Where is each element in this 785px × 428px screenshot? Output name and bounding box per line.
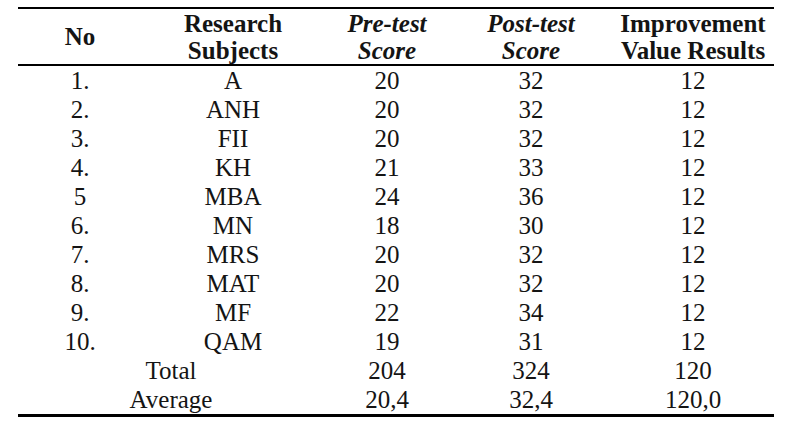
table-row: 9. MF 22 34 12 [18,298,774,327]
table-row: 7. MRS 20 32 12 [18,240,774,269]
cell-pre-test: 21 [324,153,450,182]
cell-post-test: 32 [450,95,612,124]
cell-subject: MAT [142,269,324,298]
column-header-no: No [18,8,142,65]
cell-no: 10. [18,327,142,356]
table-row: 2. ANH 20 32 12 [18,95,774,124]
cell-post-test: 34 [450,298,612,327]
cell-no: 6. [18,211,142,240]
table-row: 10. QAM 19 31 12 [18,327,774,356]
column-header-improvement: Improvement Value Results [612,8,774,65]
column-header-post-test-line1: Post-test [450,10,612,37]
cell-pre-test: 20 [324,95,450,124]
cell-no: 3. [18,124,142,153]
table-row: 6. MN 18 30 12 [18,211,774,240]
cell-post-test: 33 [450,153,612,182]
column-header-improvement-line1: Improvement [612,10,774,37]
cell-subject: MN [142,211,324,240]
cell-pre-test: 19 [324,327,450,356]
cell-subject: MF [142,298,324,327]
paper-table-page: No Research Subjects Pre-test Score Post… [0,0,785,428]
column-header-improvement-line2: Value Results [612,37,774,64]
cell-improvement: 12 [612,298,774,327]
cell-subject: QAM [142,327,324,356]
cell-improvement: 12 [612,240,774,269]
cell-subject: KH [142,153,324,182]
total-post-test: 324 [450,356,612,385]
cell-improvement: 12 [612,182,774,211]
total-improvement: 120 [612,356,774,385]
cell-improvement: 12 [612,211,774,240]
column-header-research-subjects-line2: Subjects [142,37,324,64]
cell-pre-test: 20 [324,240,450,269]
cell-improvement: 12 [612,153,774,182]
cell-improvement: 12 [612,65,774,95]
header-row: No Research Subjects Pre-test Score Post… [18,8,774,65]
cell-subject: A [142,65,324,95]
column-header-post-test-line2: Score [450,37,612,64]
table-row: 4. KH 21 33 12 [18,153,774,182]
cell-improvement: 12 [612,327,774,356]
cell-post-test: 32 [450,240,612,269]
total-row: Total 204 324 120 [18,356,774,385]
scores-table: No Research Subjects Pre-test Score Post… [18,7,774,417]
average-post-test: 32,4 [450,385,612,416]
average-row: Average 20,4 32,4 120,0 [18,385,774,416]
cell-pre-test: 24 [324,182,450,211]
column-header-pre-test-line1: Pre-test [324,10,450,37]
cell-no: 2. [18,95,142,124]
cell-post-test: 31 [450,327,612,356]
cell-subject: FII [142,124,324,153]
cell-no: 1. [18,65,142,95]
cell-improvement: 12 [612,269,774,298]
column-header-no-label: No [18,23,142,50]
cell-no: 4. [18,153,142,182]
cell-subject: MBA [142,182,324,211]
cell-post-test: 30 [450,211,612,240]
total-pre-test: 204 [324,356,450,385]
average-improvement: 120,0 [612,385,774,416]
average-label: Average [18,385,324,416]
cell-post-test: 32 [450,65,612,95]
table-row: 3. FII 20 32 12 [18,124,774,153]
table-row: 1. A 20 32 12 [18,65,774,95]
cell-improvement: 12 [612,124,774,153]
cell-pre-test: 20 [324,124,450,153]
cell-pre-test: 20 [324,269,450,298]
table-body: 1. A 20 32 12 2. ANH 20 32 12 3. FII 20 … [18,65,774,416]
table-row: 5 MBA 24 36 12 [18,182,774,211]
cell-pre-test: 22 [324,298,450,327]
total-label: Total [18,356,324,385]
cell-post-test: 32 [450,269,612,298]
column-header-post-test-score: Post-test Score [450,8,612,65]
cell-improvement: 12 [612,95,774,124]
cell-post-test: 36 [450,182,612,211]
column-header-research-subjects-line1: Research [142,10,324,37]
column-header-pre-test-score: Pre-test Score [324,8,450,65]
cell-subject: MRS [142,240,324,269]
column-header-research-subjects: Research Subjects [142,8,324,65]
cell-pre-test: 20 [324,65,450,95]
cell-post-test: 32 [450,124,612,153]
cell-no: 9. [18,298,142,327]
cell-pre-test: 18 [324,211,450,240]
average-pre-test: 20,4 [324,385,450,416]
cell-no: 5 [18,182,142,211]
table-row: 8. MAT 20 32 12 [18,269,774,298]
table-header: No Research Subjects Pre-test Score Post… [18,8,774,65]
cell-no: 7. [18,240,142,269]
cell-no: 8. [18,269,142,298]
cell-subject: ANH [142,95,324,124]
column-header-pre-test-line2: Score [324,37,450,64]
